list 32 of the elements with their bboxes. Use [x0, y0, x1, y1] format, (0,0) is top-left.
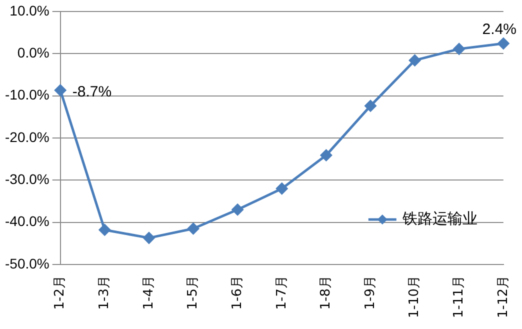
- x-tick-label: 1-6月: [230, 275, 245, 310]
- point: [364, 100, 376, 112]
- point: [143, 232, 155, 244]
- point: [188, 222, 200, 234]
- x-tick-label: 1-10月: [407, 275, 422, 318]
- annotation: 2.4%: [482, 21, 516, 38]
- x-tick-label: 1-8月: [318, 275, 334, 310]
- point: [276, 182, 288, 194]
- point: [498, 38, 510, 50]
- x-tick-label: 1-12月: [496, 275, 511, 318]
- y-tick-label: -10.0%: [5, 86, 50, 103]
- y-tick-label: 0.0%: [17, 44, 50, 60]
- y-tick-label: -20.0%: [5, 128, 50, 145]
- point: [232, 204, 244, 216]
- x-tick-label: 1-5月: [186, 275, 201, 310]
- point: [98, 224, 110, 236]
- legend-label: 铁路运输业: [401, 209, 478, 228]
- point: [320, 149, 332, 161]
- x-tick-label: 1-11月: [451, 275, 466, 318]
- x-tick-label: 1-9月: [362, 275, 378, 310]
- point: [453, 43, 465, 55]
- y-tick-label: -30.0%: [5, 170, 50, 187]
- y-tick-label: 10.0%: [10, 2, 50, 18]
- annotation: -8.7%: [72, 83, 112, 100]
- y-tick-label: -50.0%: [5, 255, 50, 272]
- point: [54, 84, 66, 96]
- x-tick-label: 1-2月: [52, 275, 68, 310]
- x-tick-label: 1-3月: [97, 275, 112, 310]
- x-tick-label: 1-7月: [274, 275, 290, 310]
- x-tick-label: 1-4月: [141, 275, 156, 310]
- y-tick-label: -40.0%: [5, 213, 50, 230]
- point: [409, 54, 421, 66]
